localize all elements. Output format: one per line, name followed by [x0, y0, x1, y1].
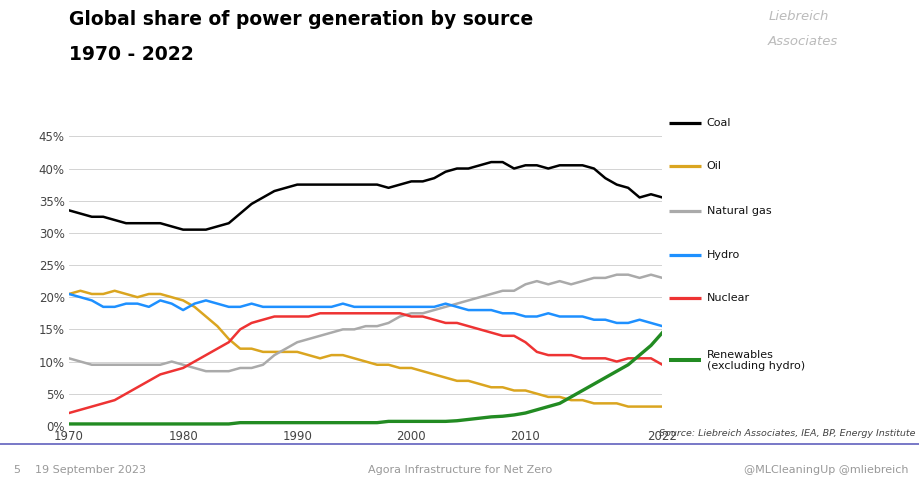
Text: 1970 - 2022: 1970 - 2022	[69, 45, 194, 65]
Text: @MLCleaningUp @mliebreich: @MLCleaningUp @mliebreich	[743, 465, 908, 475]
Text: 5    19 September 2023: 5 19 September 2023	[14, 465, 145, 475]
Text: Renewables
(excluding hydro): Renewables (excluding hydro)	[706, 350, 804, 371]
Text: Agora Infrastructure for Net Zero: Agora Infrastructure for Net Zero	[368, 465, 551, 475]
Text: Hydro: Hydro	[706, 249, 739, 260]
Text: Source: Liebreich Associates, IEA, BP, Energy Institute: Source: Liebreich Associates, IEA, BP, E…	[658, 429, 914, 438]
Text: Associates: Associates	[767, 35, 837, 48]
Text: Nuclear: Nuclear	[706, 293, 749, 303]
Text: Coal: Coal	[706, 118, 731, 129]
Text: Global share of power generation by source: Global share of power generation by sour…	[69, 10, 533, 29]
Text: Oil: Oil	[706, 161, 720, 171]
Text: Natural gas: Natural gas	[706, 206, 770, 216]
Text: Liebreich: Liebreich	[767, 10, 828, 23]
